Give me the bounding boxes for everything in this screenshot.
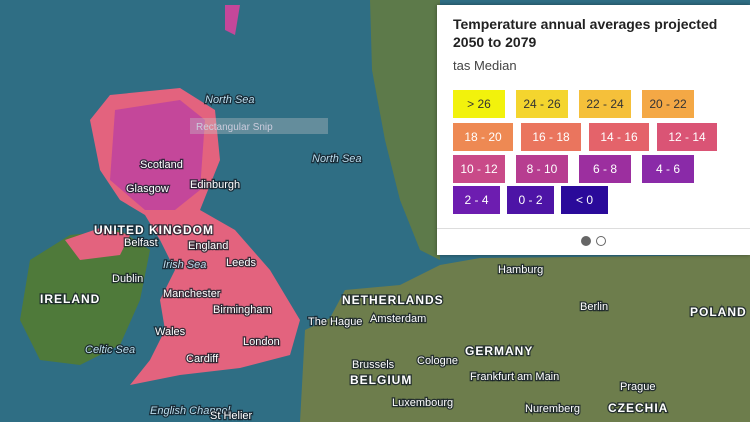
map-label: English Channel: [150, 405, 231, 417]
map-label: Birmingham: [213, 304, 272, 316]
map-label: BELGIUM: [350, 373, 412, 387]
map-label: POLAND: [690, 305, 747, 319]
legend-item: < 0: [561, 186, 608, 214]
map-label: Dublin: [112, 273, 143, 285]
map-label: CZECHIA: [608, 401, 668, 415]
map-label: North Sea: [205, 94, 255, 106]
map-label: St Helier: [210, 410, 253, 422]
map-label: Amsterdam: [370, 313, 426, 325]
map-label: Cologne: [417, 355, 458, 367]
page-dot[interactable]: [596, 236, 606, 246]
shetland: [225, 5, 240, 35]
map-label: Celtic Sea: [85, 344, 135, 356]
map-label: London: [243, 336, 280, 348]
map-label: Brussels: [352, 359, 395, 371]
legend-item: 2 - 4: [453, 186, 500, 214]
map-label: IRELAND: [40, 292, 100, 306]
northern-ireland: [65, 228, 130, 260]
separator: [437, 228, 750, 229]
map-label: Scotland: [140, 159, 183, 171]
map-label: The Hague: [308, 316, 362, 328]
map-label: Manchester: [163, 288, 221, 300]
map-label: NETHERLANDS: [342, 293, 444, 307]
legend-subtitle: tas Median: [453, 58, 517, 73]
page-dot[interactable]: [581, 236, 591, 246]
map-label: UNITED KINGDOM: [94, 223, 214, 237]
legend-item: 6 - 8: [579, 155, 631, 183]
map-label: Wales: [155, 326, 186, 338]
map-label: Irish Sea: [163, 259, 206, 271]
legend-item: 8 - 10: [516, 155, 568, 183]
snip-overlay: [190, 118, 328, 134]
map-label: North Sea: [312, 153, 362, 165]
map-label: Glasgow: [126, 183, 169, 195]
map-label: GERMANY: [465, 344, 533, 358]
legend-item: > 26: [453, 90, 505, 118]
map-label: Nuremberg: [525, 403, 580, 415]
map-label: Prague: [620, 381, 655, 393]
legend-item: 0 - 2: [507, 186, 554, 214]
continent: [300, 255, 750, 422]
map-label: Hamburg: [498, 264, 543, 276]
legend-item: 16 - 18: [521, 123, 581, 151]
legend-item: 12 - 14: [657, 123, 717, 151]
map-label: England: [188, 240, 228, 252]
ireland: [20, 230, 150, 365]
map-label: Frankfurt am Main: [470, 371, 559, 383]
map-label: Belfast: [124, 237, 158, 249]
map-label: Cardiff: [186, 353, 219, 365]
legend-item: 10 - 12: [453, 155, 505, 183]
legend-item: 22 - 24: [579, 90, 631, 118]
legend-item: 18 - 20: [453, 123, 513, 151]
legend-item: 14 - 16: [589, 123, 649, 151]
legend-item: 20 - 22: [642, 90, 694, 118]
map-label: Edinburgh: [190, 179, 240, 191]
legend-title: Temperature annual averages projected 20…: [453, 16, 718, 50]
map-label: Luxembourg: [392, 397, 453, 409]
legend-item: 24 - 26: [516, 90, 568, 118]
map-label: Leeds: [226, 257, 256, 269]
scandinavia: [370, 0, 440, 260]
map-label: Rectangular Snip: [196, 122, 273, 133]
legend-panel: Temperature annual averages projected 20…: [437, 5, 750, 255]
scotland-warm-zone: [110, 100, 205, 210]
map-label: Berlin: [580, 301, 608, 313]
legend-item: 4 - 6: [642, 155, 694, 183]
